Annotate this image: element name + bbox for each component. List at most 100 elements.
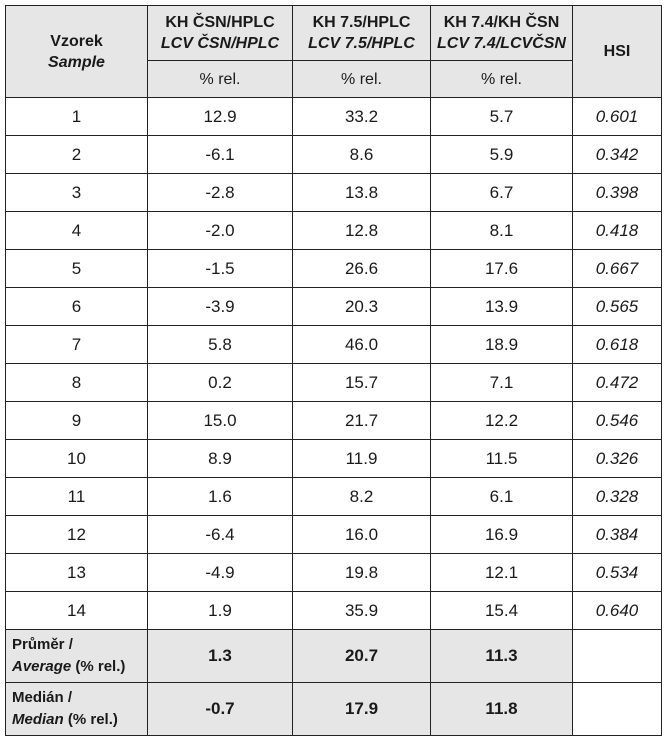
cell: 19.8 [292,553,431,592]
cell: 20.3 [292,287,431,326]
summary-cell: 20.7 [292,629,431,683]
hsi-cell: 0.418 [572,211,662,250]
cell: 5.7 [430,97,573,136]
table-row: 13 -4.9 19.8 12.1 0.534 [5,553,662,592]
cell: 15.0 [147,401,293,440]
label-text: (% rel.) [67,711,118,728]
cell: 33.2 [292,97,431,136]
label-text: Average [12,658,72,675]
hsi-cell: 0.342 [572,135,662,174]
table-row: 14 1.9 35.9 15.4 0.640 [5,591,662,630]
label-text: (% rel.) [75,658,126,675]
label-text: Medián / [12,689,73,706]
cell: 11.5 [430,439,573,478]
hsi-cell: 0.534 [572,553,662,592]
hsi-cell: 0.384 [572,515,662,554]
table-row: 6 -3.9 20.3 13.9 0.565 [5,287,662,326]
column-header: KH ČSN/HPLC LCV ČSN/HPLC [147,5,293,61]
hsi-cell: 0.472 [572,363,662,402]
cell: 16.0 [292,515,431,554]
summary-cell: 11.8 [430,682,573,736]
table-row: 11 1.6 8.2 6.1 0.328 [5,477,662,516]
hsi-cell: 0.398 [572,173,662,212]
cell: 14 [5,591,148,630]
unit-header: % rel. [430,60,573,98]
hsi-header: HSI [572,5,662,98]
cell: 13.9 [430,287,573,326]
sample-header: Vzorek Sample [5,5,148,98]
cell: -2.0 [147,211,293,250]
table-row: 5 -1.5 26.6 17.6 0.667 [5,249,662,288]
hsi-cell: 0.640 [572,591,662,630]
cell: -1.5 [147,249,293,288]
hsi-cell: 0.326 [572,439,662,478]
table-row: 12 -6.4 16.0 16.9 0.384 [5,515,662,554]
table-row: 4 -2.0 12.8 8.1 0.418 [5,211,662,250]
cell: 8.6 [292,135,431,174]
unit-row: % rel. % rel. % rel. [6,60,662,98]
header-text: KH ČSN/HPLC [165,14,275,31]
cell: 12.8 [292,211,431,250]
table-row: 9 15.0 21.7 12.2 0.546 [5,401,662,440]
cell: 8.1 [430,211,573,250]
cell: -3.9 [147,287,293,326]
cell: 6.1 [430,477,573,516]
cell: 9 [5,401,148,440]
cell: 11 [5,477,148,516]
summary-row: Medián / Median (% rel.) -0.7 17.9 11.8 [5,682,662,736]
header-text: Vzorek [50,32,103,50]
cell: -6.1 [147,135,293,174]
cell: 5.9 [430,135,573,174]
empty-cell [572,682,662,736]
table-row: 3 -2.8 13.8 6.7 0.398 [5,173,662,212]
label-text: Median [12,711,64,728]
header-text: KH 7.4/KH ČSN [443,14,560,31]
table-row: 7 5.8 46.0 18.9 0.618 [5,325,662,364]
cell: -4.9 [147,553,293,592]
summary-label: Medián / Median (% rel.) [5,682,148,736]
cell: 5 [5,249,148,288]
cell: 13 [5,553,148,592]
cell: 8.9 [147,439,293,478]
header-row: Vzorek Sample KH ČSN/HPLC LCV ČSN/HPLC KH … [5,5,662,98]
cell: 2 [5,135,148,174]
table-row: 8 0.2 15.7 7.1 0.472 [5,363,662,402]
hsi-cell: 0.667 [572,249,662,288]
cell: 15.4 [430,591,573,630]
cell: 4 [5,211,148,250]
cell: 11.9 [292,439,431,478]
cell: 1 [5,97,148,136]
summary-label: Průměr / Average (% rel.) [5,629,148,683]
data-table: Vzorek Sample KH ČSN/HPLC LCV ČSN/HPLC KH … [5,5,662,736]
cell: 21.7 [292,401,431,440]
column-header: KH 7.5/HPLC LCV 7.5/HPLC [292,5,431,61]
table-row: 2 -6.1 8.6 5.9 0.342 [5,135,662,174]
cell: 7.1 [430,363,573,402]
table-body: 1 12.9 33.2 5.7 0.601 2 -6.1 8.6 5.9 0.342 3 -2.8 13… [5,97,662,736]
unit-header: % rel. [147,60,293,98]
cell: -2.8 [147,173,293,212]
header-text: LCV ČSN/HPLC [160,35,280,52]
cell: 12.2 [430,401,573,440]
cell: 5.8 [147,325,293,364]
header-text: Sample [48,53,105,71]
cell: 3 [5,173,148,212]
table-row: 10 8.9 11.9 11.5 0.326 [5,439,662,478]
cell: 16.9 [430,515,573,554]
column-header: KH 7.4/KH ČSN LCV 7.4/LCVČSN [430,5,573,61]
cell: 1.9 [147,591,293,630]
cell: 15.7 [292,363,431,402]
summary-row: Průměr / Average (% rel.) 1.3 20.7 11.3 [5,629,662,683]
cell: 12 [5,515,148,554]
cell: 12.9 [147,97,293,136]
hsi-cell: 0.546 [572,401,662,440]
cell: 0.2 [147,363,293,402]
summary-cell: 11.3 [430,629,573,683]
cell: 26.6 [292,249,431,288]
label-text: Průměr / [12,636,73,653]
cell: 7 [5,325,148,364]
header-text: LCV 7.4/LCVČSN [437,35,566,52]
cell: 46.0 [292,325,431,364]
cell: 6 [5,287,148,326]
